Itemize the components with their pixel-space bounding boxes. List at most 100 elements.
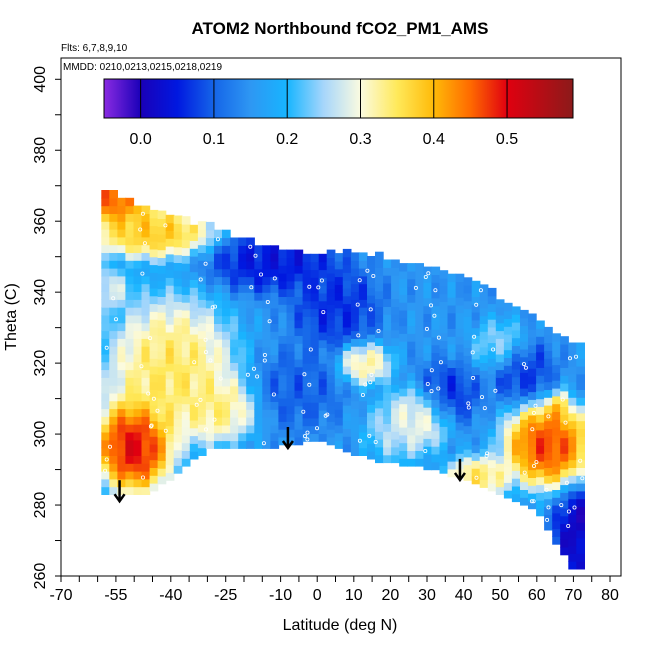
- field-cell: [181, 333, 191, 342]
- field-cell: [318, 410, 328, 419]
- field-cell: [133, 478, 143, 488]
- field-cell: [544, 397, 553, 406]
- field-cell: [165, 425, 175, 434]
- field-cell: [278, 273, 288, 282]
- field-cell: [447, 367, 457, 376]
- field-cell: [222, 432, 231, 442]
- field-cell: [310, 363, 320, 372]
- field-cell: [463, 300, 473, 310]
- field-cell: [117, 377, 127, 386]
- field-cell: [302, 269, 312, 278]
- field-cell: [117, 447, 127, 456]
- field-cell: [222, 323, 231, 332]
- field-cell: [383, 345, 392, 354]
- field-cell: [109, 400, 118, 410]
- field-cell: [536, 406, 545, 415]
- field-cell: [367, 256, 376, 265]
- field-cell: [262, 440, 271, 449]
- sample-point: [471, 375, 476, 380]
- field-cell: [463, 417, 473, 427]
- field-cell: [173, 340, 183, 349]
- field-cell: [278, 421, 288, 430]
- field-cell: [270, 245, 280, 254]
- field-cell: [471, 421, 481, 430]
- field-cell: [439, 434, 449, 443]
- field-cell: [101, 244, 110, 253]
- x-axis-label: Latitude (deg N): [283, 617, 398, 634]
- field-cell: [101, 221, 110, 230]
- field-cell: [101, 275, 110, 285]
- field-cell: [326, 366, 336, 376]
- field-cell: [342, 366, 352, 375]
- field-cell: [165, 308, 175, 317]
- field-cell: [326, 421, 336, 430]
- field-cell: [222, 362, 231, 371]
- field-cell: [383, 368, 392, 378]
- field-cell: [495, 463, 505, 472]
- field-cell: [205, 237, 215, 246]
- x-tick-label: -40: [159, 587, 182, 604]
- field-cell: [326, 343, 336, 352]
- field-cell: [230, 362, 239, 371]
- field-cell: [407, 294, 416, 303]
- field-cell: [125, 299, 135, 308]
- field-cell: [246, 440, 255, 449]
- field-cell: [278, 436, 288, 446]
- field-cell: [149, 311, 159, 320]
- sample-point: [568, 356, 573, 361]
- field-cell: [157, 460, 167, 469]
- field-cell: [141, 346, 151, 355]
- sample-point: [474, 302, 479, 307]
- field-cell: [294, 343, 304, 352]
- field-cell: [141, 369, 151, 378]
- field-cell: [367, 365, 376, 374]
- field-cell: [552, 466, 561, 475]
- field-cell: [544, 358, 553, 367]
- sample-point: [251, 366, 256, 371]
- field-cell: [375, 392, 384, 401]
- field-cell: [367, 412, 376, 421]
- field-cell: [423, 461, 433, 471]
- field-cell: [157, 374, 167, 383]
- sample-point: [367, 433, 372, 438]
- field-cell: [173, 324, 183, 334]
- field-cell: [173, 418, 183, 427]
- field-cell: [133, 213, 143, 222]
- field-cell: [560, 344, 569, 353]
- field-cell: [125, 260, 135, 269]
- field-cell: [310, 331, 320, 341]
- sample-point: [423, 448, 428, 453]
- field-cell: [471, 374, 481, 383]
- field-cell: [383, 275, 392, 284]
- field-cell: [447, 422, 457, 431]
- field-cell: [544, 475, 553, 484]
- field-cell: [447, 398, 457, 407]
- field-cell: [181, 231, 191, 241]
- field-cell: [181, 317, 191, 327]
- sample-point: [103, 468, 108, 473]
- field-cell: [415, 302, 424, 311]
- field-cell: [302, 394, 312, 403]
- field-cell: [423, 336, 433, 346]
- flight-arrow: [281, 426, 294, 451]
- field-cell: [230, 300, 239, 309]
- field-cell: [431, 446, 441, 455]
- field-cell: [367, 451, 376, 460]
- field-cell: [407, 356, 416, 366]
- field-cell: [479, 417, 489, 426]
- field-cell: [109, 353, 118, 363]
- field-cell: [560, 492, 569, 501]
- field-cell: [238, 253, 247, 262]
- field-cell: [358, 392, 368, 402]
- field-cell: [230, 424, 239, 434]
- field-cell: [399, 395, 408, 405]
- field-cell: [334, 300, 344, 309]
- field-cell: [487, 412, 497, 422]
- field-cell: [181, 434, 191, 444]
- field-cell: [230, 237, 239, 246]
- field-cell: [334, 393, 344, 402]
- field-cell: [109, 338, 118, 347]
- field-cell: [222, 300, 231, 309]
- field-cell: [238, 292, 247, 301]
- field-cell: [141, 338, 151, 347]
